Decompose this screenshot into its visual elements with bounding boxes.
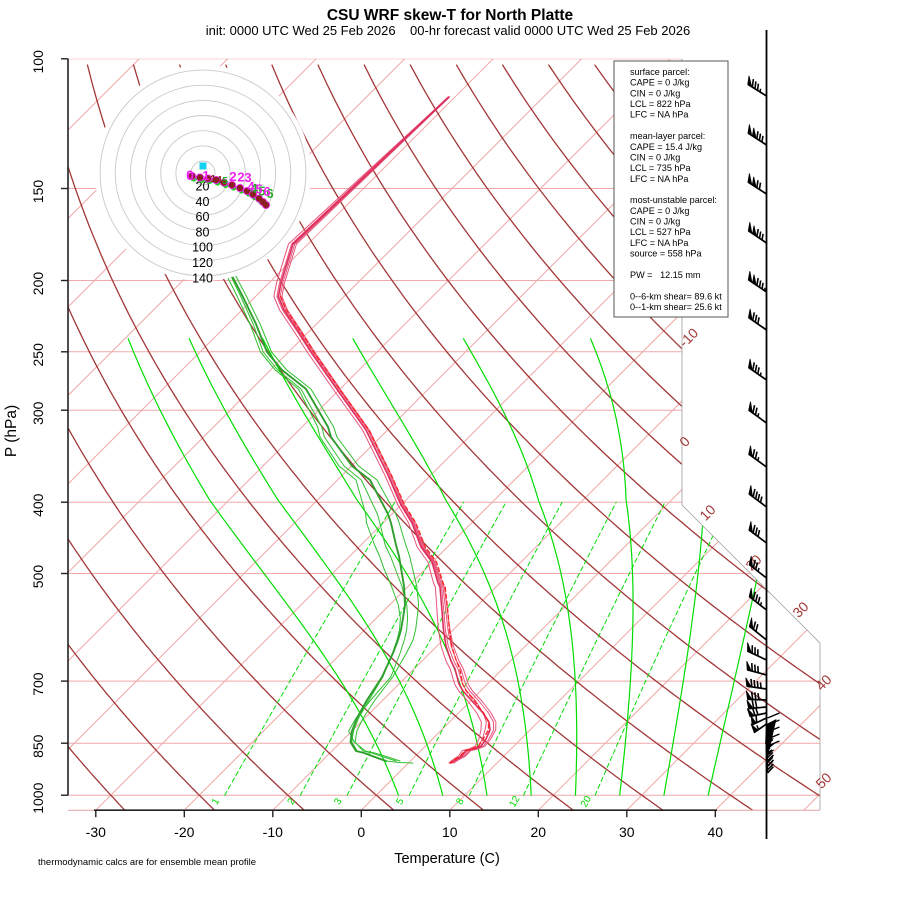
svg-text:LFC = NA hPa: LFC = NA hPa [630, 238, 689, 248]
svg-text:500: 500 [30, 565, 46, 589]
svg-text:2: 2 [229, 169, 236, 184]
svg-text:150: 150 [30, 180, 46, 204]
svg-text:most-unstable parcel:: most-unstable parcel: [630, 195, 717, 205]
svg-text:140: 140 [192, 271, 213, 285]
svg-text:8: 8 [454, 796, 467, 807]
svg-text:40: 40 [196, 195, 210, 209]
svg-text:source = 558 hPa: source = 558 hPa [630, 249, 702, 259]
svg-text:300: 300 [30, 401, 46, 425]
svg-text:200: 200 [30, 272, 46, 296]
svg-text:5: 5 [258, 184, 265, 199]
svg-text:2: 2 [237, 170, 244, 185]
svg-text:0--6-km shear= 89.6 kt: 0--6-km shear= 89.6 kt [630, 291, 722, 301]
svg-text:60: 60 [196, 210, 210, 224]
svg-text:Temperature (C): Temperature (C) [394, 851, 500, 867]
svg-text:CAPE = 0 J/kg: CAPE = 0 J/kg [630, 78, 689, 88]
svg-text:400: 400 [30, 493, 46, 517]
svg-text:20: 20 [579, 794, 594, 810]
svg-text:250: 250 [30, 343, 46, 367]
svg-text:700: 700 [30, 672, 46, 696]
svg-text:850: 850 [30, 734, 46, 758]
svg-text:100: 100 [30, 50, 46, 74]
svg-text:10: 10 [442, 824, 458, 840]
svg-text:0: 0 [357, 824, 365, 840]
svg-text:thermodynamic calcs are for en: thermodynamic calcs are for ensemble mea… [38, 857, 256, 868]
svg-text:CIN = 0 J/kg: CIN = 0 J/kg [630, 217, 680, 227]
svg-text:mean-layer parcel:: mean-layer parcel: [630, 131, 705, 141]
svg-text:CAPE = 0 J/kg: CAPE = 0 J/kg [630, 206, 689, 216]
svg-text:4: 4 [250, 181, 258, 196]
svg-text:80: 80 [196, 225, 210, 239]
svg-text:-10: -10 [263, 824, 283, 840]
svg-text:1: 1 [210, 174, 216, 185]
svg-text:2: 2 [286, 796, 299, 807]
svg-text:3: 3 [332, 796, 345, 807]
svg-text:LCL = 527 hPa: LCL = 527 hPa [630, 227, 692, 237]
svg-text:1: 1 [210, 796, 223, 807]
svg-text:1: 1 [202, 168, 209, 183]
svg-text:20: 20 [196, 180, 210, 194]
svg-text:CIN = 0 J/kg: CIN = 0 J/kg [630, 88, 680, 98]
svg-text:5: 5 [394, 796, 407, 807]
svg-text:20: 20 [531, 824, 547, 840]
svg-text:CIN = 0 J/kg: CIN = 0 J/kg [630, 152, 680, 162]
svg-text:PW = 12.15 mm: PW = 12.15 mm [630, 270, 701, 280]
svg-text:5: 5 [222, 176, 228, 187]
svg-text:-30: -30 [86, 824, 106, 840]
svg-text:4: 4 [247, 179, 255, 194]
svg-text:-20: -20 [174, 824, 194, 840]
svg-text:LCL = 735 hPa: LCL = 735 hPa [630, 163, 692, 173]
svg-text:P (hPa): P (hPa) [3, 405, 20, 457]
svg-text:6: 6 [263, 184, 270, 199]
svg-text:init: 0000 UTC Wed 25 Feb 2026: init: 0000 UTC Wed 25 Feb 2026 00-hr for… [206, 23, 690, 38]
svg-text:0: 0 [186, 167, 194, 183]
svg-text:LCL = 822 hPa: LCL = 822 hPa [630, 99, 692, 109]
svg-text:LFC = NA hPa: LFC = NA hPa [630, 110, 689, 120]
svg-text:3: 3 [244, 170, 251, 185]
svg-text:CSU WRF skew-T for North Platt: CSU WRF skew-T for North Platte [327, 7, 574, 24]
svg-text:surface parcel:: surface parcel: [630, 67, 690, 77]
svg-text:40: 40 [708, 824, 724, 840]
svg-text:5: 5 [255, 182, 262, 197]
svg-text:CAPE = 15.4 J/kg: CAPE = 15.4 J/kg [630, 142, 702, 152]
svg-text:6: 6 [266, 186, 273, 201]
svg-text:4: 4 [216, 175, 222, 186]
svg-text:120: 120 [192, 256, 213, 270]
svg-text:12: 12 [507, 794, 522, 810]
svg-text:LFC = NA hPa: LFC = NA hPa [630, 174, 689, 184]
svg-text:0--1-km shear= 25.6 kt: 0--1-km shear= 25.6 kt [630, 302, 722, 312]
svg-text:100: 100 [192, 241, 213, 255]
svg-text:30: 30 [619, 824, 635, 840]
svg-text:1000: 1000 [30, 782, 46, 813]
